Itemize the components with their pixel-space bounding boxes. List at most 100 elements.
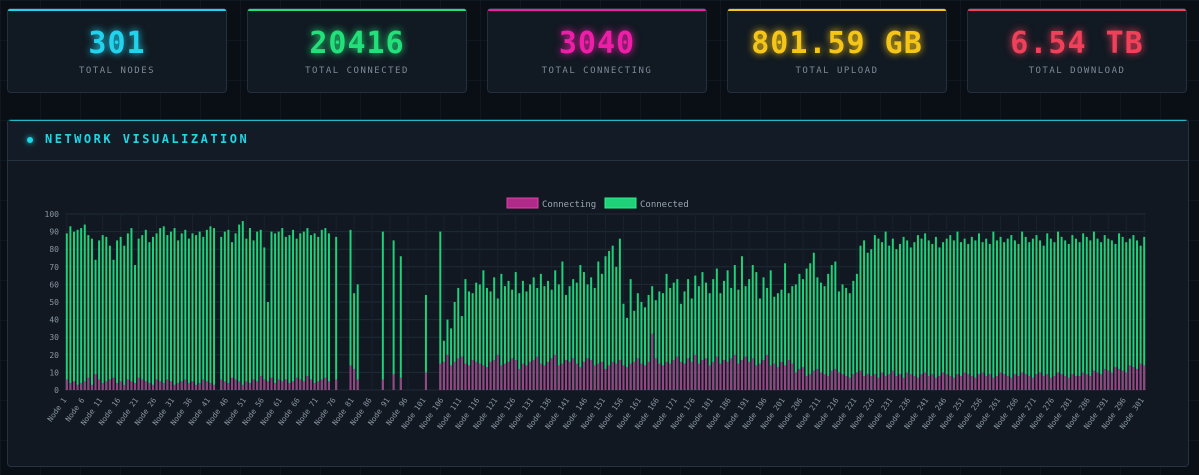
bar-connecting (76, 384, 79, 390)
bar-connecting (108, 379, 111, 390)
bar-connected (209, 226, 212, 390)
bar-connecting (852, 374, 855, 390)
bar-connected (1089, 240, 1092, 390)
bar-connecting (855, 372, 858, 390)
bar-connected (629, 279, 632, 390)
bar-connecting (241, 384, 244, 390)
bar-connected (1067, 243, 1070, 390)
bar-connecting (231, 377, 233, 390)
bar-connected (769, 270, 772, 390)
bar-connecting (320, 379, 323, 390)
stat-value-total-download: 6.54 TB (1010, 26, 1144, 61)
bar-connecting (148, 382, 151, 390)
bar-connected (223, 231, 226, 390)
bar-connecting (672, 360, 675, 390)
bar-connecting (909, 374, 912, 390)
bar-connecting (277, 379, 280, 390)
bar-connecting (1128, 365, 1131, 390)
bar-connected (1013, 240, 1016, 390)
bar-connected (252, 240, 255, 390)
bar-connecting (471, 360, 474, 390)
bar-connected (888, 245, 891, 390)
status-dot-icon (27, 137, 33, 143)
bar-connecting (152, 384, 154, 390)
bar-connecting (1053, 375, 1056, 390)
bar-connecting (769, 365, 772, 390)
bar-connected (130, 228, 133, 390)
y-tick-label: 60 (49, 280, 59, 289)
bar-connected (1085, 236, 1088, 390)
bar-connecting (1125, 372, 1128, 390)
bar-connected (823, 286, 826, 390)
bar-connecting (223, 381, 226, 390)
bar-connecting (353, 368, 356, 390)
bar-connected (500, 273, 503, 390)
bar-connected (356, 284, 359, 390)
bar-connected (970, 236, 973, 390)
bar-connecting (500, 365, 503, 390)
bar-connecting (604, 368, 607, 390)
bar-connected (575, 282, 578, 390)
bar-connecting (733, 354, 736, 390)
bar-connecting (575, 363, 578, 390)
y-tick-label: 90 (49, 228, 59, 237)
bar-connecting (137, 377, 140, 390)
bar-connecting (654, 358, 657, 390)
bar-connected (891, 238, 894, 390)
bar-connected (697, 286, 700, 390)
bar-connected (155, 233, 158, 390)
bar-connecting (636, 358, 639, 390)
bar-connecting (557, 365, 560, 390)
bar-connecting (658, 363, 661, 390)
bar-connected (600, 273, 603, 390)
stat-value-total-nodes: 301 (88, 26, 146, 61)
bar-connecting (819, 372, 822, 390)
bar-connected (507, 280, 510, 390)
bar-connecting (816, 368, 819, 390)
bar-connecting (1110, 372, 1113, 390)
stat-card-total-upload: 801.59 GB TOTAL UPLOAD (727, 8, 947, 93)
bar-connected (1039, 240, 1042, 390)
bar-connecting (1028, 375, 1031, 390)
bar-connected (202, 236, 205, 390)
panel-header: NETWORK VISUALIZATION (8, 120, 1188, 161)
bar-connecting (593, 365, 596, 390)
bar-connected (205, 229, 208, 390)
bar-connected (618, 238, 621, 390)
y-tick-label: 10 (49, 368, 59, 377)
bar-connected (633, 310, 636, 390)
bar-connected (683, 291, 686, 390)
bar-connecting (252, 379, 255, 390)
bar-connecting (784, 365, 787, 390)
bar-connected (399, 256, 402, 390)
bar-connecting (705, 358, 708, 390)
bar-connected (1082, 233, 1085, 390)
bar-connecting (424, 372, 427, 390)
bar-connected (80, 228, 83, 390)
bar-connecting (205, 381, 208, 390)
bar-connected (227, 229, 230, 390)
bar-connected (1143, 236, 1146, 390)
bar-connected (349, 229, 352, 390)
bar-connected (1132, 235, 1135, 390)
bar-connected (1064, 240, 1067, 390)
bar-connecting (1064, 375, 1067, 390)
bar-connecting (970, 375, 973, 390)
bar-connecting (1121, 370, 1124, 390)
bar-connecting (626, 367, 629, 390)
bar-connected (457, 287, 460, 390)
bar-connected (424, 294, 427, 390)
bar-connecting (859, 370, 862, 390)
bar-connected (881, 242, 884, 390)
bar-connected (1031, 238, 1034, 390)
bar-connected (536, 287, 539, 390)
bar-connecting (539, 363, 542, 390)
bar-connected (514, 272, 517, 390)
bar-connected (263, 247, 266, 390)
bar-connected (112, 259, 115, 390)
bar-connected (561, 261, 564, 390)
bar-connected (108, 245, 111, 390)
bar-connected (845, 287, 848, 390)
bar-connected (446, 319, 449, 390)
bar-connected (924, 233, 927, 390)
